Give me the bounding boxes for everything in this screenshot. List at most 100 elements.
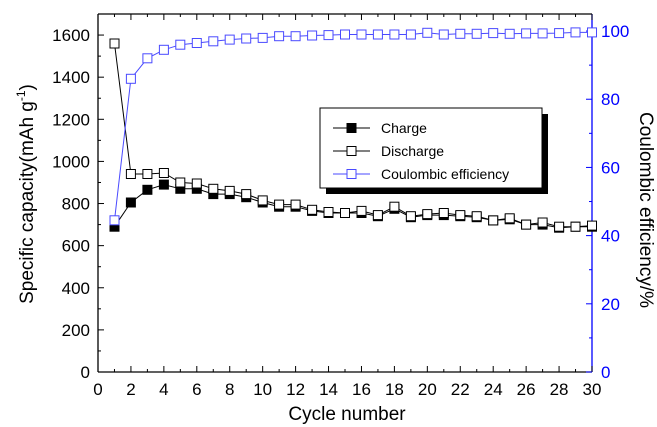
- series-point-coulombic-efficiency: [405, 29, 416, 40]
- series-point-coulombic-efficiency: [290, 31, 301, 42]
- series-point-coulombic-efficiency: [208, 36, 219, 47]
- series-point-coulombic-efficiency: [554, 28, 565, 39]
- y-tick-label: 400: [62, 279, 90, 298]
- series-layer: [109, 27, 597, 233]
- series-point-coulombic-efficiency: [241, 33, 252, 44]
- y2-tick-label: 20: [601, 295, 620, 314]
- series-point-coulombic-efficiency: [109, 215, 120, 226]
- series-point-coulombic-efficiency: [323, 30, 334, 41]
- series-point-coulombic-efficiency: [274, 31, 285, 42]
- series-point-coulombic-efficiency: [125, 73, 136, 84]
- y-tick-label: 1200: [52, 110, 90, 129]
- y-tick-label: 200: [62, 321, 90, 340]
- series-point-coulombic-efficiency: [257, 32, 268, 43]
- y-axis-title-main: Specific capacity(mAh g: [17, 101, 38, 304]
- series-point-charge: [158, 179, 169, 190]
- series-point-discharge: [257, 195, 268, 206]
- x-tick-label: 12: [286, 380, 305, 399]
- series-point-discharge: [109, 38, 120, 49]
- x-tick-label: 26: [517, 380, 536, 399]
- series-point-discharge: [175, 177, 186, 188]
- series-point-coulombic-efficiency: [158, 44, 169, 55]
- x-tick-label: 0: [93, 380, 102, 399]
- y2-tick-label: 100: [601, 22, 629, 41]
- axes-layer: 0 2 4 6 8 10 12 14 16 18 20 22 24 26 28 300200400600800…: [52, 13, 629, 399]
- legend-label-coulombic-efficiency: Coulombic efficiency: [381, 166, 509, 182]
- series-point-coulombic-efficiency: [570, 27, 581, 38]
- y2-tick-label: 80: [601, 90, 620, 109]
- x-tick-label: 2: [126, 380, 135, 399]
- series-point-discharge: [488, 215, 499, 226]
- series-point-discharge: [422, 209, 433, 220]
- y-axis-title: Specific capacity(mAh g-1): [14, 84, 38, 304]
- series-point-discharge: [521, 219, 532, 230]
- series-point-discharge: [323, 207, 334, 217]
- y-tick-label: 0: [81, 363, 90, 382]
- series-point-coulombic-efficiency: [504, 28, 515, 39]
- series-point-discharge: [587, 220, 597, 231]
- series-point-coulombic-efficiency: [142, 53, 153, 64]
- legend-marker-charge: [346, 123, 357, 133]
- x-tick-label: 24: [484, 380, 503, 399]
- series-point-coulombic-efficiency: [521, 28, 532, 39]
- series-point-discharge: [570, 221, 581, 232]
- legend-label-discharge: Discharge: [381, 143, 444, 159]
- y2-tick-label: 0: [601, 363, 610, 382]
- series-point-coulombic-efficiency: [537, 28, 548, 39]
- series-point-coulombic-efficiency: [356, 29, 367, 40]
- series-point-charge: [125, 197, 136, 208]
- y2-tick-label: 40: [601, 227, 620, 246]
- series-point-charge: [142, 184, 153, 195]
- series-point-coulombic-efficiency: [422, 27, 433, 38]
- series-point-discharge: [471, 211, 482, 222]
- x-tick-label: 30: [583, 380, 602, 399]
- x-tick-label: 4: [159, 380, 168, 399]
- legend-label-charge: Charge: [381, 120, 427, 136]
- series-point-coulombic-efficiency: [471, 28, 482, 39]
- series-point-discharge: [372, 210, 383, 221]
- series-point-coulombic-efficiency: [455, 28, 466, 39]
- x-tick-label: 14: [319, 380, 338, 399]
- series-point-coulombic-efficiency: [587, 27, 597, 38]
- y2-axis-title: Coulombic efficiency/%: [635, 112, 656, 308]
- y-tick-label: 600: [62, 237, 90, 256]
- series-point-discharge: [208, 183, 219, 194]
- x-tick-label: 20: [418, 380, 437, 399]
- series-point-coulombic-efficiency: [307, 30, 318, 41]
- y2-tick-label: 60: [601, 158, 620, 177]
- series-point-coulombic-efficiency: [372, 29, 383, 40]
- series-point-coulombic-efficiency: [488, 28, 499, 39]
- series-point-coulombic-efficiency: [438, 29, 449, 40]
- series-point-discharge: [241, 189, 252, 200]
- series-point-discharge: [274, 199, 285, 210]
- y-axis-title-unit-exponent: -1: [14, 90, 28, 101]
- x-tick-label: 16: [352, 380, 371, 399]
- series-point-discharge: [158, 168, 169, 178]
- series-point-discharge: [142, 169, 153, 179]
- y-tick-label: 1400: [52, 68, 90, 87]
- series-point-discharge: [307, 204, 318, 215]
- y-tick-label: 1600: [52, 26, 90, 45]
- series-point-discharge: [537, 217, 548, 228]
- legend-layer: Charge Discharge Coulombic efficiency: [319, 107, 548, 194]
- series-point-discharge: [290, 199, 301, 210]
- series-point-discharge: [340, 208, 350, 218]
- x-tick-label: 6: [192, 380, 201, 399]
- y-tick-label: 800: [62, 195, 90, 214]
- y-axis-title-close: ): [17, 84, 38, 90]
- series-point-coulombic-efficiency: [389, 29, 400, 40]
- legend-marker-discharge: [346, 146, 357, 156]
- y-tick-label: 1000: [52, 152, 90, 171]
- x-tick-label: 22: [451, 380, 470, 399]
- series-point-discharge: [125, 169, 136, 179]
- x-tick-label: 8: [225, 380, 234, 399]
- series-point-coulombic-efficiency: [175, 39, 186, 50]
- x-tick-label: 28: [550, 380, 569, 399]
- x-tick-label: 10: [253, 380, 272, 399]
- series-point-discharge: [191, 178, 202, 189]
- x-tick-label: 18: [385, 380, 404, 399]
- legend-marker-coulombic-efficiency: [346, 169, 357, 179]
- series-point-discharge: [224, 185, 235, 196]
- series-point-discharge: [455, 210, 466, 221]
